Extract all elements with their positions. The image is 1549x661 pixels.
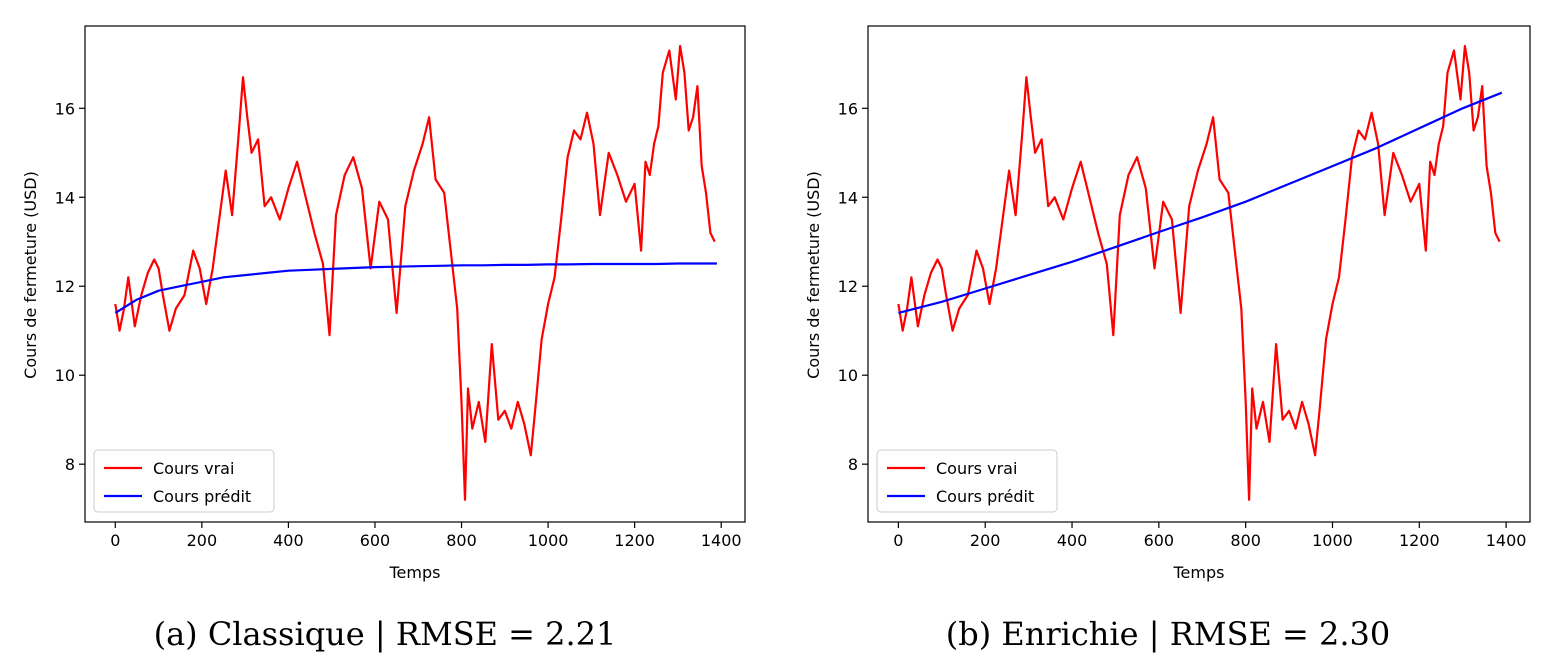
plot-area: 0 200 400 600 800 1000 1200 1400 8 10 12 14 16 Cours … — [838, 25, 1531, 550]
series-line-true — [114, 44, 716, 501]
y-tick-label: 12 — [838, 277, 858, 296]
x-axis-label: Temps — [389, 563, 441, 582]
caption-a: (a) Classique | RMSE = 2.21 — [154, 615, 617, 653]
x-tick-label: 1000 — [1312, 531, 1353, 550]
x-tick-label: 800 — [1230, 531, 1261, 550]
series-line-true — [897, 44, 1501, 501]
x-tick-label: 400 — [273, 531, 304, 550]
y-tick-label: 8 — [65, 455, 75, 474]
y-axis-label: Cours de fermeture (USD) — [21, 171, 40, 379]
x-tick-label: 200 — [187, 531, 218, 550]
x-tick-label: 1000 — [528, 531, 569, 550]
x-tick-label: 400 — [1057, 531, 1088, 550]
y-tick-label: 14 — [55, 188, 75, 207]
y-tick-label: 14 — [838, 188, 858, 207]
y-tick-label: 12 — [55, 277, 75, 296]
legend-label: Cours prédit — [936, 487, 1034, 506]
y-tick-label: 10 — [838, 366, 858, 385]
axes-frame — [867, 25, 1531, 523]
plot-area: 0 200 400 600 800 1000 1200 1400 8 10 12 14 16 Cours … — [55, 25, 746, 550]
y-tick-label: 8 — [848, 455, 858, 474]
x-tick-label: 0 — [110, 531, 120, 550]
y-axis-label: Cours de fermeture (USD) — [804, 171, 823, 379]
x-tick-label: 1200 — [1399, 531, 1440, 550]
chart-panel-a: 0 200 400 600 800 1000 1200 1400 8 10 12 14 16 Cours … — [21, 25, 746, 653]
x-axis-label: Temps — [1173, 563, 1225, 582]
legend-label: Cours vrai — [153, 459, 234, 478]
x-tick-label: 600 — [360, 531, 391, 550]
chart-panel-b: 0 200 400 600 800 1000 1200 1400 8 10 12 14 16 Cours … — [804, 25, 1531, 653]
x-tick-label: 200 — [970, 531, 1001, 550]
x-tick-label: 800 — [446, 531, 477, 550]
x-tick-label: 1400 — [701, 531, 742, 550]
y-tick-label: 16 — [838, 99, 858, 118]
caption-b: (b) Enrichie | RMSE = 2.30 — [946, 615, 1391, 653]
series-line-predicted — [114, 262, 717, 314]
x-tick-label: 1200 — [614, 531, 655, 550]
series-line-predicted — [898, 91, 1503, 314]
x-tick-label: 1400 — [1486, 531, 1527, 550]
y-tick-label: 10 — [55, 366, 75, 385]
y-tick-label: 16 — [55, 99, 75, 118]
legend-label: Cours prédit — [153, 487, 251, 506]
x-tick-label: 600 — [1144, 531, 1175, 550]
axes-frame — [84, 25, 746, 523]
x-tick-label: 0 — [893, 531, 903, 550]
legend-label: Cours vrai — [936, 459, 1017, 478]
